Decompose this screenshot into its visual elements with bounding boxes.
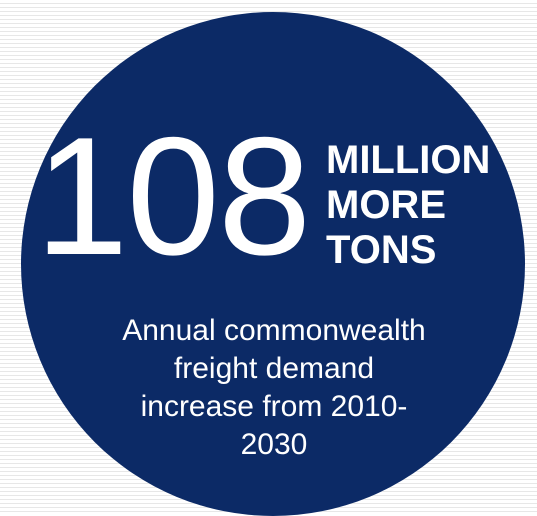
stat-number: 108 [35,102,311,290]
stat-circle [21,12,525,516]
caption-line: 2030 [240,428,308,461]
caption-line: increase from 2010- [140,390,408,423]
stat-caption: Annual commonwealth freight demand incre… [60,312,488,464]
stat-unit: MILLION MORE TONS [326,138,490,273]
caption-line: Annual commonwealth [122,314,426,347]
stat-unit-line: MILLION [326,138,491,182]
stat-unit-line: MORE [326,183,446,227]
stat-unit-line: TONS [326,228,437,272]
caption-line: freight demand [173,352,375,385]
